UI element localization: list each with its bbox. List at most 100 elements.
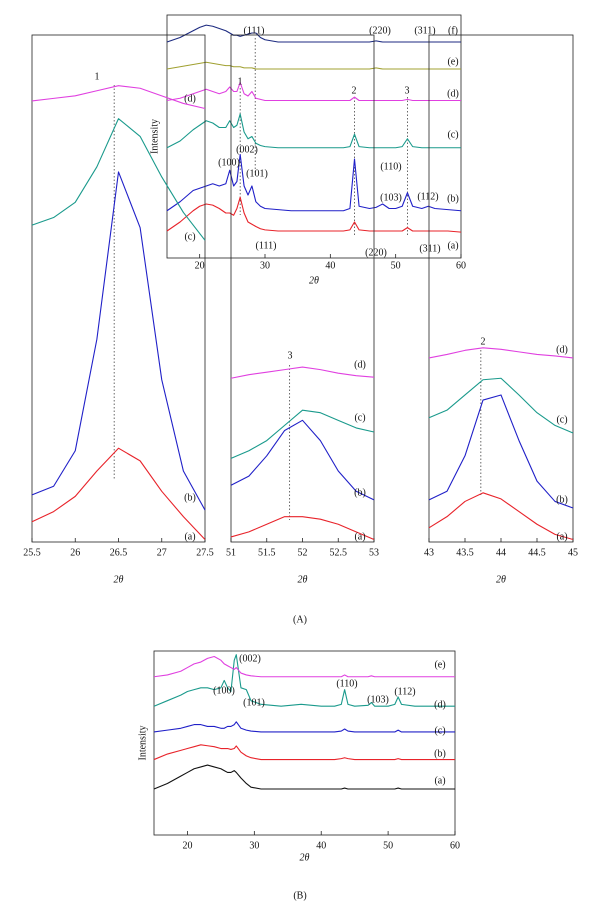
x-tick-label: 60	[456, 260, 466, 271]
peak-annotation: (220)	[369, 25, 391, 36]
series-label: (e)	[447, 56, 458, 67]
series-line	[166, 153, 462, 212]
x-tick-label: 52	[298, 547, 308, 558]
x-tick-label: 27.5	[196, 547, 214, 558]
plot-frame	[153, 650, 456, 836]
peak-annotation: (002)	[239, 653, 261, 664]
peak-annotation: (100)	[213, 685, 235, 696]
x-tick-label: 26.5	[110, 547, 128, 558]
series-line	[166, 61, 461, 70]
series-line	[230, 419, 375, 501]
series-line	[153, 764, 455, 790]
peak-annotation: (110)	[336, 678, 357, 689]
series-label: (f)	[448, 25, 458, 36]
panel-label: (A)	[293, 614, 307, 625]
series-label: (c)	[184, 231, 195, 242]
peak-annotation: (112)	[394, 686, 415, 697]
series-line	[31, 118, 206, 241]
peak-annotation: (112)	[417, 191, 438, 202]
peak-annotation: (111)	[256, 240, 277, 251]
series-line	[166, 81, 461, 102]
series-label: (b)	[434, 748, 446, 759]
x-tick-label: 43	[424, 547, 434, 558]
peak-annotation: 3	[288, 350, 293, 361]
series-label: (b)	[354, 487, 366, 498]
series-line	[428, 492, 574, 540]
series-label: (a)	[447, 240, 458, 251]
series-line	[153, 744, 455, 761]
x-tick-label: 52.5	[330, 547, 348, 558]
x-tick-label: 43.5	[456, 547, 474, 558]
peak-annotation: (311)	[414, 25, 435, 36]
x-tick-label: 60	[450, 840, 460, 851]
series-label: (c)	[447, 129, 458, 140]
series-label: (b)	[556, 494, 568, 505]
series-line	[428, 347, 574, 359]
series-label: (a)	[184, 531, 195, 542]
series-label: (c)	[556, 414, 567, 425]
series-line	[31, 85, 206, 110]
peak-annotation: 1	[238, 76, 243, 87]
series-line	[230, 516, 375, 540]
x-axis-label: 2θ	[298, 574, 308, 585]
peak-annotation: (103)	[380, 192, 402, 203]
y-axis-label: Intensity	[149, 119, 160, 154]
peak-annotation: 1	[95, 71, 100, 82]
series-label: (c)	[354, 412, 365, 423]
series-line	[428, 377, 574, 434]
panel-label: (B)	[293, 890, 306, 901]
peak-annotation: (103)	[367, 694, 389, 705]
x-tick-label: 30	[260, 260, 270, 271]
plot-frame	[31, 34, 206, 543]
series-label: (d)	[556, 344, 568, 355]
series-line	[31, 171, 206, 511]
x-tick-label: 26	[70, 547, 80, 558]
x-tick-label: 44.5	[528, 547, 546, 558]
peak-annotation: 3	[405, 85, 410, 96]
series-line	[230, 409, 375, 459]
series-label: (d)	[434, 699, 446, 710]
series-label: (a)	[434, 775, 445, 786]
peak-annotation: (100)	[218, 157, 240, 168]
series-label: (d)	[447, 88, 459, 99]
series-label: (c)	[434, 725, 445, 736]
peak-annotation: (220)	[365, 247, 387, 258]
x-tick-label: 45	[568, 547, 578, 558]
peak-annotation: (311)	[419, 243, 440, 254]
x-axis-label: 2θ	[309, 275, 319, 286]
peak-annotation: (110)	[380, 161, 401, 172]
series-label: (b)	[447, 193, 459, 204]
peak-annotation: (101)	[246, 168, 268, 179]
x-tick-label: 20	[182, 840, 192, 851]
series-line	[230, 366, 375, 379]
series-label: (a)	[556, 531, 567, 542]
series-label: (e)	[434, 659, 445, 670]
series-label: (b)	[184, 492, 196, 503]
x-tick-label: 27	[157, 547, 167, 558]
x-tick-label: 40	[325, 260, 335, 271]
x-tick-label: 50	[391, 260, 401, 271]
x-tick-label: 51.5	[258, 547, 276, 558]
plot-frame	[166, 14, 462, 259]
series-line	[166, 196, 462, 233]
x-tick-label: 44	[496, 547, 506, 558]
series-label: (a)	[354, 531, 365, 542]
x-tick-label: 50	[383, 840, 393, 851]
peak-annotation: (101)	[243, 697, 265, 708]
peak-annotation: (002)	[236, 144, 258, 155]
x-axis-label: 2θ	[114, 574, 124, 585]
plot-frame	[428, 34, 574, 543]
x-axis-label: 2θ	[496, 574, 506, 585]
series-line	[166, 113, 461, 149]
peak-annotation: 2	[481, 336, 486, 347]
x-tick-label: 53	[369, 547, 379, 558]
series-line	[31, 447, 206, 540]
x-tick-label: 40	[316, 840, 326, 851]
series-line	[166, 24, 461, 43]
series-line	[428, 394, 574, 509]
series-line	[153, 654, 455, 707]
x-tick-label: 30	[249, 840, 259, 851]
x-tick-label: 51	[226, 547, 236, 558]
series-label: (d)	[184, 93, 196, 104]
